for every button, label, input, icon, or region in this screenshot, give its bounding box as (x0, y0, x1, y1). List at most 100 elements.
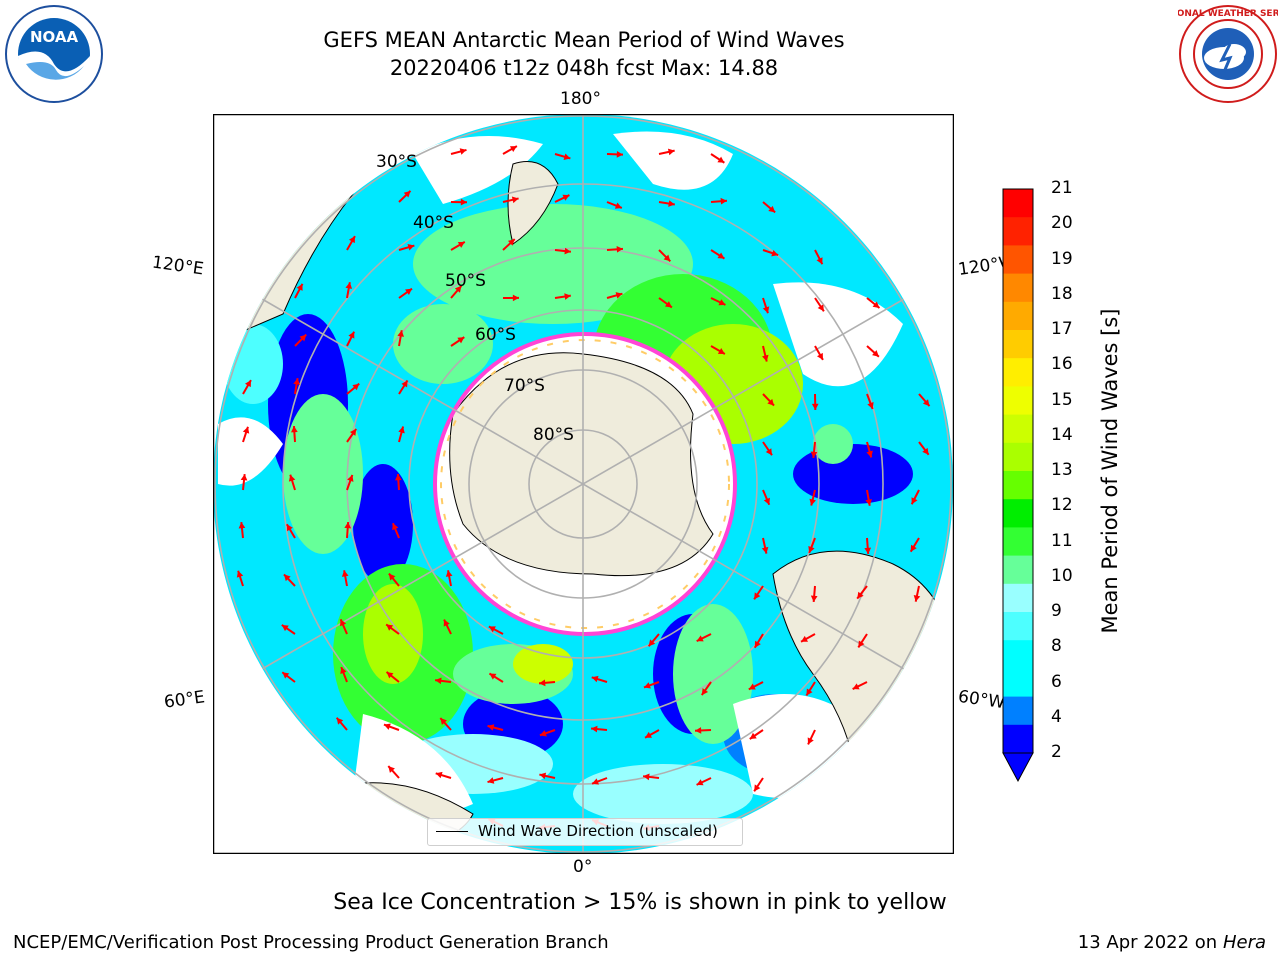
wave-period-patch (813, 424, 853, 464)
wind-wave-arrowhead (349, 428, 357, 436)
wind-wave-arrowhead (872, 301, 880, 309)
map-legend: Wind Wave Direction (unscaled) (427, 818, 743, 846)
wind-wave-arrowhead (296, 283, 303, 291)
wind-wave-arrowhead (807, 737, 814, 745)
wind-wave-arrowhead (440, 718, 447, 725)
colorbar-label: Mean Period of Wind Waves [s] (1098, 308, 1122, 634)
wind-wave-arrowhead (648, 639, 656, 647)
wind-wave-arrowhead (240, 474, 248, 481)
wind-wave-arrowhead (288, 474, 296, 482)
wind-wave-arrowhead (816, 352, 823, 360)
colorbar-tick-label: 20 (1051, 213, 1073, 234)
colorbar-tick-label: 15 (1051, 389, 1073, 410)
wind-wave-arrowhead (591, 725, 598, 733)
wind-wave-arrowhead (348, 331, 355, 339)
chart-title: GEFS MEAN Antarctic Mean Period of Wind … (323, 28, 845, 52)
wind-wave-arrowhead (765, 448, 772, 456)
wind-wave-arrowhead (401, 380, 408, 388)
lat-label-70s: 70°S (504, 376, 545, 396)
wind-wave-arrowhead (386, 624, 394, 631)
svg-text:NOAA: NOAA (30, 28, 79, 46)
wind-wave-arrowhead (293, 378, 300, 385)
wind-wave-arrowhead (457, 337, 465, 344)
wind-wave-arrowhead (340, 619, 347, 627)
wind-wave-arrowhead (866, 450, 873, 458)
wave-period-patch (413, 204, 693, 324)
colorbar-tick-label: 6 (1051, 671, 1062, 692)
wind-wave-arrowhead (435, 771, 443, 779)
wind-wave-arrowhead (910, 544, 917, 552)
wind-wave-arrowhead (242, 426, 250, 434)
run-date: 13 Apr 2022 on Hera (1077, 932, 1266, 953)
wind-wave-arrowhead (489, 673, 497, 680)
colorbar-band (1003, 640, 1033, 669)
colorbar-band (1003, 527, 1033, 557)
wind-wave-arrowhead (407, 244, 415, 251)
colorbar-band (1003, 471, 1033, 500)
wave-period-patch (283, 394, 363, 554)
colorbar-tick-label: 17 (1051, 319, 1073, 339)
wind-wave-arrowhead (286, 524, 293, 532)
wind-wave-arrowhead (858, 640, 865, 648)
wind-wave-arrowhead (347, 474, 354, 482)
chart-subtitle: 20220406 t12z 048h fcst Max: 14.88 (389, 56, 779, 80)
wind-wave-arrowhead (344, 522, 352, 529)
lon-label-60e: 60°E (162, 687, 207, 713)
wind-wave-arrowhead (616, 245, 623, 253)
colorbar-tick-label: 14 (1051, 424, 1073, 445)
wind-wave-arrowhead (405, 288, 412, 295)
wind-wave-arrowhead (392, 523, 399, 531)
lon-label-0: 0° (573, 857, 593, 877)
wind-wave-arrowhead (663, 254, 671, 262)
wind-wave-arrowhead (460, 198, 467, 206)
wind-wave-arrowhead (386, 671, 394, 679)
wind-wave-arrowhead (398, 426, 405, 434)
colorbar-tick-label: 16 (1051, 354, 1073, 375)
wind-wave-arrowhead (667, 148, 675, 156)
machine-name: Hera (1222, 932, 1266, 953)
colorbar-tick-label: 8 (1051, 636, 1062, 657)
wind-wave-arrowhead (539, 772, 547, 780)
wave-period-patch (393, 304, 493, 384)
wind-wave-arrowhead (754, 592, 761, 600)
wind-wave-arrowhead (808, 545, 815, 553)
wind-wave-arrowhead (857, 591, 864, 599)
svg-text:NATIONAL WEATHER SERVICE: NATIONAL WEATHER SERVICE (1178, 9, 1278, 19)
wind-wave-arrowhead (238, 522, 246, 529)
wind-wave-arrowhead (592, 778, 599, 785)
legend-label: Wind Wave Direction (unscaled) (478, 822, 718, 840)
wind-wave-arrowhead (717, 252, 725, 259)
wind-wave-arrowhead (754, 640, 761, 648)
wind-wave-arrowhead (864, 547, 872, 554)
colorbar-band (1003, 724, 1033, 754)
wind-wave-arrowhead (913, 594, 921, 602)
wind-wave-arrowhead (383, 723, 391, 730)
lat-label-60s: 60°S (475, 325, 516, 345)
colorbar-band (1003, 217, 1033, 246)
wind-wave-arrowhead (281, 624, 289, 632)
colorbar-band (1003, 245, 1033, 275)
wind-wave-arrowhead (459, 148, 467, 155)
colorbar-tick-label: 18 (1051, 283, 1073, 304)
colorbar-band (1003, 273, 1033, 303)
credit-line: NCEP/EMC/Verification Post Processing Pr… (13, 932, 609, 953)
wind-wave-arrowhead (664, 301, 672, 308)
colorbar-band (1003, 555, 1033, 585)
wind-wave-arrowhead (761, 546, 769, 554)
wind-wave-arrowhead (397, 330, 404, 337)
wind-wave-arrowhead (615, 292, 623, 299)
wind-wave-arrowhead (749, 732, 757, 739)
wind-wave-arrowhead (511, 196, 519, 204)
wind-wave-arrowhead (348, 236, 355, 244)
wind-wave-arrowhead (282, 672, 290, 679)
wind-wave-arrowhead (922, 399, 930, 407)
wind-wave-arrowhead (564, 247, 571, 255)
wind-wave-arrowhead (911, 497, 918, 505)
lat-label-40s: 40°S (413, 213, 454, 233)
wind-wave-arrowhead (562, 194, 570, 201)
wind-wave-arrowhead (507, 239, 515, 246)
wind-wave-arrowhead (403, 190, 411, 198)
wind-wave-arrowhead (768, 205, 776, 213)
wind-wave-arrowhead (340, 667, 347, 674)
wind-wave-arrowhead (810, 451, 818, 458)
